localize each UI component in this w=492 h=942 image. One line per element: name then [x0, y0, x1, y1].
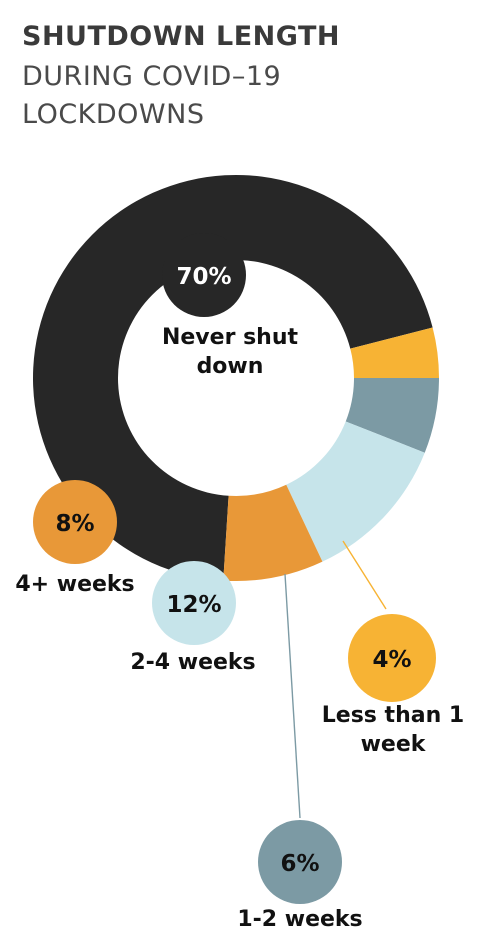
- leader-line-less-than-1-week: [342, 540, 387, 610]
- chart-subtitle: DURING COVID–19 LOCKDOWNS: [22, 61, 282, 130]
- value-label-never-shut-down: 70%: [176, 264, 231, 290]
- slice-4-plus-weeks: [223, 484, 323, 581]
- value-bubble-never-shut-down: [162, 233, 246, 317]
- label-1-2-weeks: 1-2 weeks: [237, 907, 363, 932]
- value-bubble-2-4-weeks: [152, 561, 236, 645]
- leader-line-1-2-weeks: [284, 573, 301, 819]
- value-label-less-than-1-week: 4%: [372, 647, 411, 673]
- slice-less-than-1-week: [350, 327, 439, 378]
- label-less-than-1-week: Less than 1 week: [321, 703, 465, 757]
- value-label-4-plus-weeks: 8%: [55, 511, 94, 537]
- label-2-4-weeks: 2-4 weeks: [130, 650, 256, 675]
- value-bubble-4-plus-weeks: [33, 480, 117, 564]
- value-bubble-1-2-weeks: [258, 820, 342, 904]
- slice-never-shut-down: [33, 175, 433, 581]
- chart-title: SHUTDOWN LENGTH: [22, 21, 340, 52]
- value-label-1-2-weeks: 6%: [280, 851, 319, 877]
- slice-1-2-weeks: [345, 378, 439, 453]
- value-bubble-less-than-1-week: [348, 614, 436, 702]
- label-never-shut-down: Never shut down: [161, 325, 299, 379]
- value-label-2-4-weeks: 12%: [166, 592, 221, 618]
- slice-2-4-weeks: [286, 421, 425, 562]
- label-4-plus-weeks: 4+ weeks: [15, 572, 135, 597]
